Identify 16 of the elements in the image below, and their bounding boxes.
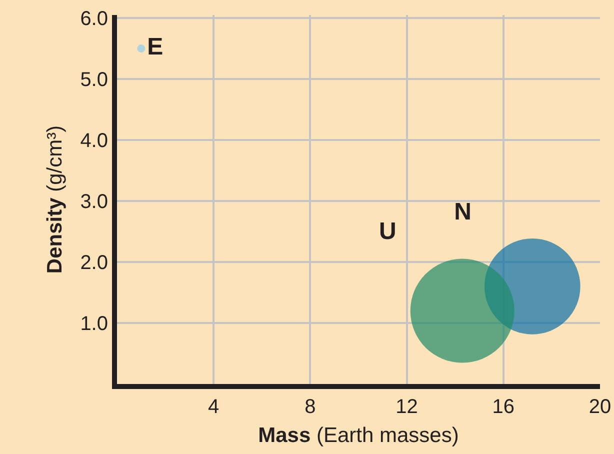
y-tick-label: 1.0	[80, 313, 108, 336]
y-axis-title: Density (g/cm³)	[43, 125, 66, 274]
x-tick-label: 20	[588, 396, 612, 418]
y-tick-label: 5.0	[80, 69, 108, 92]
series-label: N	[454, 198, 472, 226]
x-axis-title: Mass (Earth masses)	[258, 424, 459, 448]
x-tick-label: 4	[208, 396, 220, 418]
series-label: E	[147, 34, 164, 61]
x-tick-label: 16	[492, 396, 515, 418]
y-tick-label: 3.0	[80, 191, 108, 214]
series-label: U	[379, 218, 396, 245]
y-tick-label: 6.0	[80, 8, 108, 30]
x-tick-label: 8	[304, 396, 316, 418]
x-tick-label: 12	[396, 396, 418, 418]
y-tick-label: 2.0	[80, 252, 108, 274]
y-tick-label: 4.0	[80, 130, 108, 152]
